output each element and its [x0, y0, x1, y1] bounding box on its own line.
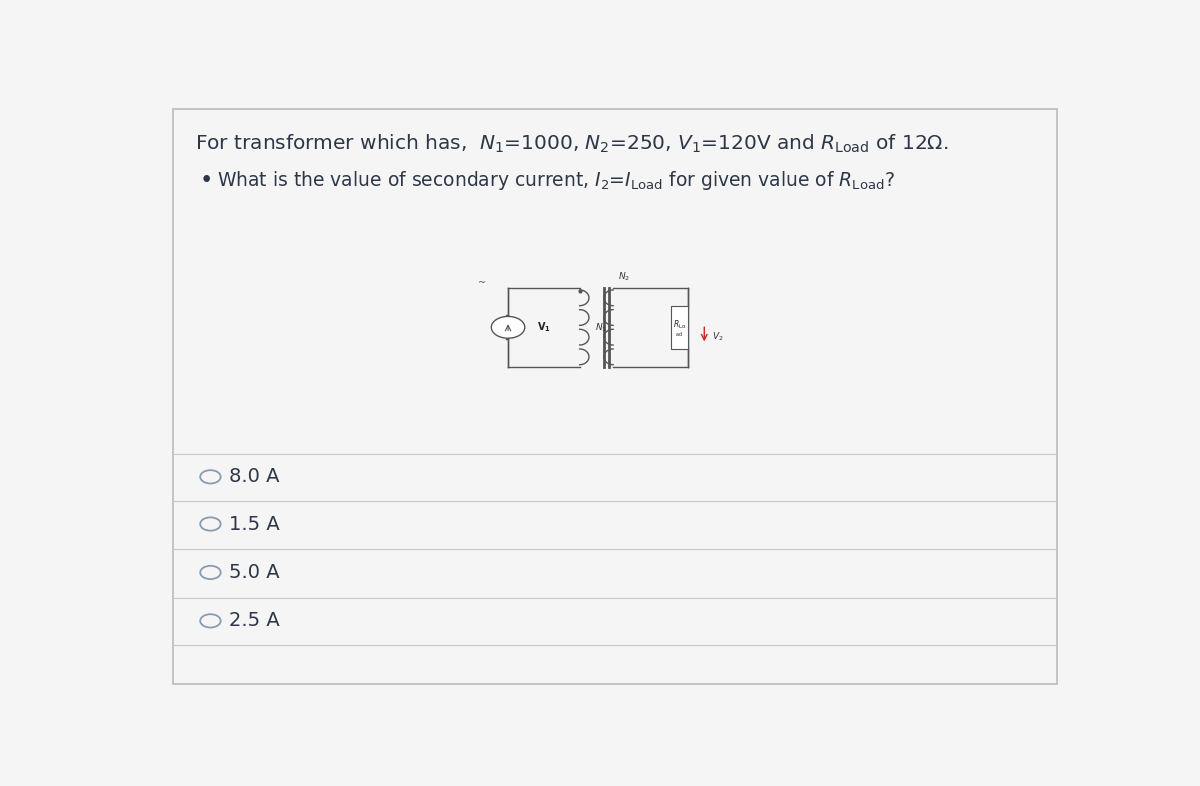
Text: 1.5 A: 1.5 A — [229, 515, 280, 534]
Text: $_{\mathrm{ad}}$: $_{\mathrm{ad}}$ — [676, 330, 683, 339]
Text: ~: ~ — [478, 278, 486, 288]
Text: What is the value of secondary current, $I_2$=$I_{\mathrm{Load}}$ for given valu: What is the value of secondary current, … — [217, 169, 895, 192]
Text: $V_2$: $V_2$ — [712, 330, 724, 343]
Text: •: • — [199, 169, 212, 192]
Text: 5.0 A: 5.0 A — [229, 563, 280, 582]
Text: For transformer which has,  $N_1$=1000, $N_2$=250, $V_1$=120V and $R_{\mathrm{Lo: For transformer which has, $N_1$=1000, $… — [194, 133, 948, 155]
Text: $N_2$: $N_2$ — [618, 270, 630, 283]
Text: 8.0 A: 8.0 A — [229, 468, 280, 487]
Circle shape — [491, 317, 524, 338]
Bar — [671, 306, 688, 349]
Text: $R_{\mathrm{Lo}}$: $R_{\mathrm{Lo}}$ — [672, 318, 686, 331]
Text: $N_1$: $N_1$ — [594, 321, 607, 333]
Text: 2.5 A: 2.5 A — [229, 612, 280, 630]
Text: $\mathbf{V_1}$: $\mathbf{V_1}$ — [536, 321, 551, 334]
